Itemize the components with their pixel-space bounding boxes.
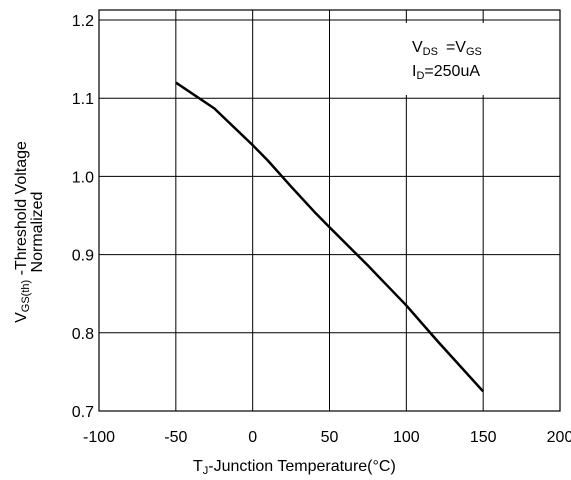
- annotation-v-sub: DS: [423, 46, 438, 58]
- x-tick-label: 50: [321, 429, 339, 446]
- annotation-i: I: [412, 63, 416, 80]
- y-axis-label-line-1: VGS(th) -Threshold Voltage: [13, 141, 32, 323]
- y-tick-label: 1.0: [72, 169, 94, 186]
- annotation-box: [398, 23, 524, 95]
- series-layer: [175, 81, 485, 393]
- annotation-line-1: VDS =VGS: [412, 39, 482, 58]
- y-axis-label-main: V: [13, 312, 30, 323]
- annotation-i-rest: =250uA: [424, 63, 480, 80]
- x-axis-label: TJ-Junction Temperature(°C): [193, 458, 396, 477]
- x-tick-labels: -100 -50 0 50 100 150 200: [83, 429, 571, 446]
- x-tick-label: -100: [83, 429, 115, 446]
- y-tick-labels: 0.7 0.8 0.9 1.0 1.1 1.2: [72, 13, 94, 421]
- y-tick-label: 0.8: [72, 326, 94, 343]
- y-axis-label-rest: -Threshold Voltage: [13, 141, 30, 280]
- y-axis-label: VGS(th) -Threshold Voltage Normalized: [13, 141, 46, 323]
- x-tick-label: 100: [393, 429, 420, 446]
- x-axis-label-rest: -Junction Temperature(°C): [208, 458, 396, 475]
- x-tick-label: -50: [164, 429, 187, 446]
- y-tick-label: 0.7: [72, 404, 94, 421]
- annotation-line-2: ID=250uA: [412, 63, 480, 82]
- x-axis-label-main: T: [193, 458, 203, 475]
- y-axis-label-line-2: Normalized: [29, 192, 46, 273]
- x-axis-label-sub: J: [203, 465, 209, 477]
- plot-frame: [98, 9, 561, 412]
- y-tick-label: 0.9: [72, 248, 94, 265]
- annotation-eq: =V: [446, 39, 466, 56]
- x-tick-label: 0: [248, 429, 257, 446]
- series-line: [175, 81, 485, 393]
- annotation-v: V: [412, 39, 423, 56]
- y-tick-label: 1.1: [72, 91, 94, 108]
- y-axis-label-sub: GS(th): [20, 280, 32, 312]
- x-tick-label: 150: [470, 429, 497, 446]
- x-tick-label: 200: [547, 429, 571, 446]
- y-tick-label: 1.2: [72, 13, 94, 30]
- annotation-i-sub: D: [416, 70, 424, 82]
- annotation-eq-sub: GS: [466, 46, 482, 58]
